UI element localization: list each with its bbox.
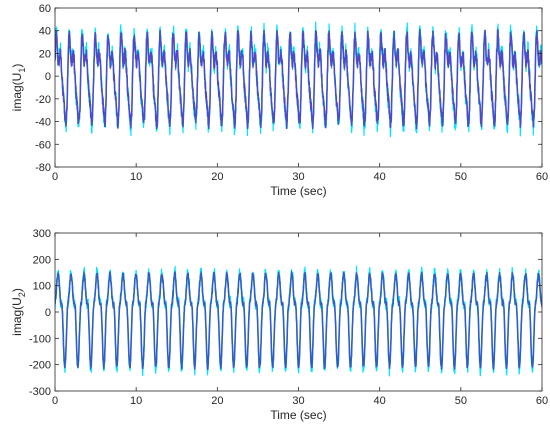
x-tick-label: 60 (536, 171, 548, 183)
x-tick-label: 40 (374, 395, 386, 407)
series-background-noise (55, 265, 542, 377)
series-main (55, 269, 542, 372)
chart-top: 0 10 20 30 40 50 60 -80 -60 -40 -20 0 20 40 60 Time (se… (10, 3, 548, 198)
x-tick-label: 30 (292, 171, 304, 183)
x-tick-label: 0 (52, 395, 58, 407)
y-axis-label: imag(U1) (10, 64, 27, 112)
y-tick-label: 300 (33, 228, 51, 240)
y-tick-label: -80 (35, 162, 51, 174)
y-tick-label: -300 (29, 386, 51, 398)
x-tick-label: 50 (455, 395, 467, 407)
y-tick-label: 0 (45, 71, 51, 83)
chart-bottom: 0 10 20 30 40 50 60 -300 -200 -100 0 100 200 300 Time … (10, 228, 548, 422)
series-overlay (55, 31, 542, 127)
y-tick-label: -60 (35, 139, 51, 151)
x-tick-label: 60 (536, 395, 548, 407)
y-tick-label: 0 (45, 307, 51, 319)
x-axis-label: Time (sec) (270, 408, 326, 422)
x-axis-label: Time (sec) (270, 184, 326, 198)
x-tick-label: 10 (130, 395, 142, 407)
plot-area (55, 21, 542, 138)
y-tick-label: 60 (39, 3, 51, 15)
y-axis-label: imag(U2) (10, 288, 27, 336)
y-tick-label: 40 (39, 26, 51, 38)
y-tick-label: 200 (33, 254, 51, 266)
x-tick-label: 40 (374, 171, 386, 183)
y-tick-label: 100 (33, 281, 51, 293)
x-tick-label: 20 (211, 395, 223, 407)
x-tick-label: 20 (211, 171, 223, 183)
x-tick-label: 50 (455, 171, 467, 183)
y-tick-label: -40 (35, 117, 51, 129)
y-tick-label: 20 (39, 48, 51, 60)
y-tick-label: -20 (35, 94, 51, 106)
x-tick-label: 30 (292, 395, 304, 407)
plot-area (55, 265, 542, 377)
y-tick-label: -200 (29, 360, 51, 372)
x-tick-label: 10 (130, 171, 142, 183)
x-tick-label: 0 (52, 171, 58, 183)
y-tick-label: -100 (29, 333, 51, 345)
